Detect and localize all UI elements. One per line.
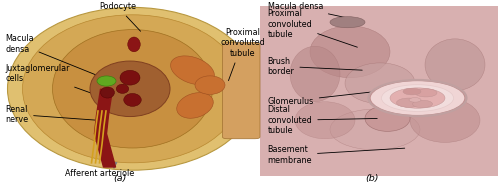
Ellipse shape xyxy=(120,70,140,85)
Circle shape xyxy=(396,98,421,107)
Text: (a): (a) xyxy=(114,174,126,183)
Ellipse shape xyxy=(425,39,485,91)
Ellipse shape xyxy=(330,17,365,28)
Text: Brush
border: Brush border xyxy=(268,57,362,76)
Circle shape xyxy=(382,85,454,111)
Text: Distal
convoluted
tubule: Distal convoluted tubule xyxy=(268,105,377,135)
Ellipse shape xyxy=(97,76,116,86)
Ellipse shape xyxy=(100,87,114,98)
Ellipse shape xyxy=(8,7,258,170)
Circle shape xyxy=(370,80,465,116)
Text: Proximal
convoluted
tubule: Proximal convoluted tubule xyxy=(268,9,358,47)
Text: Proximal
convoluted
tubule: Proximal convoluted tubule xyxy=(220,28,265,81)
Ellipse shape xyxy=(310,26,390,78)
Ellipse shape xyxy=(128,37,140,52)
Circle shape xyxy=(390,88,445,108)
Text: Renal
nerve: Renal nerve xyxy=(5,105,94,124)
Ellipse shape xyxy=(124,93,142,106)
Ellipse shape xyxy=(345,63,415,104)
Text: Basement
membrane: Basement membrane xyxy=(268,145,404,165)
Text: Macula densa: Macula densa xyxy=(268,2,347,18)
Ellipse shape xyxy=(365,105,410,131)
Text: Macula
densa: Macula densa xyxy=(5,34,105,78)
Circle shape xyxy=(409,98,421,102)
Ellipse shape xyxy=(330,109,420,150)
Ellipse shape xyxy=(290,46,340,102)
Circle shape xyxy=(403,88,421,95)
Ellipse shape xyxy=(295,102,355,139)
Circle shape xyxy=(412,100,432,108)
Ellipse shape xyxy=(90,61,170,117)
Text: Glomerulus: Glomerulus xyxy=(268,89,397,106)
Ellipse shape xyxy=(195,76,225,94)
Ellipse shape xyxy=(176,93,214,118)
Ellipse shape xyxy=(410,98,480,142)
Text: Podocyte: Podocyte xyxy=(99,2,140,31)
Ellipse shape xyxy=(116,84,129,93)
FancyBboxPatch shape xyxy=(222,43,260,139)
Ellipse shape xyxy=(22,15,242,163)
FancyBboxPatch shape xyxy=(260,6,498,176)
Ellipse shape xyxy=(170,56,214,85)
Ellipse shape xyxy=(52,30,212,148)
Circle shape xyxy=(415,89,437,97)
Text: (b): (b) xyxy=(366,174,380,183)
Text: Juxtaglomerular
cells: Juxtaglomerular cells xyxy=(5,64,102,97)
Text: Afferent arteriole: Afferent arteriole xyxy=(65,160,134,178)
